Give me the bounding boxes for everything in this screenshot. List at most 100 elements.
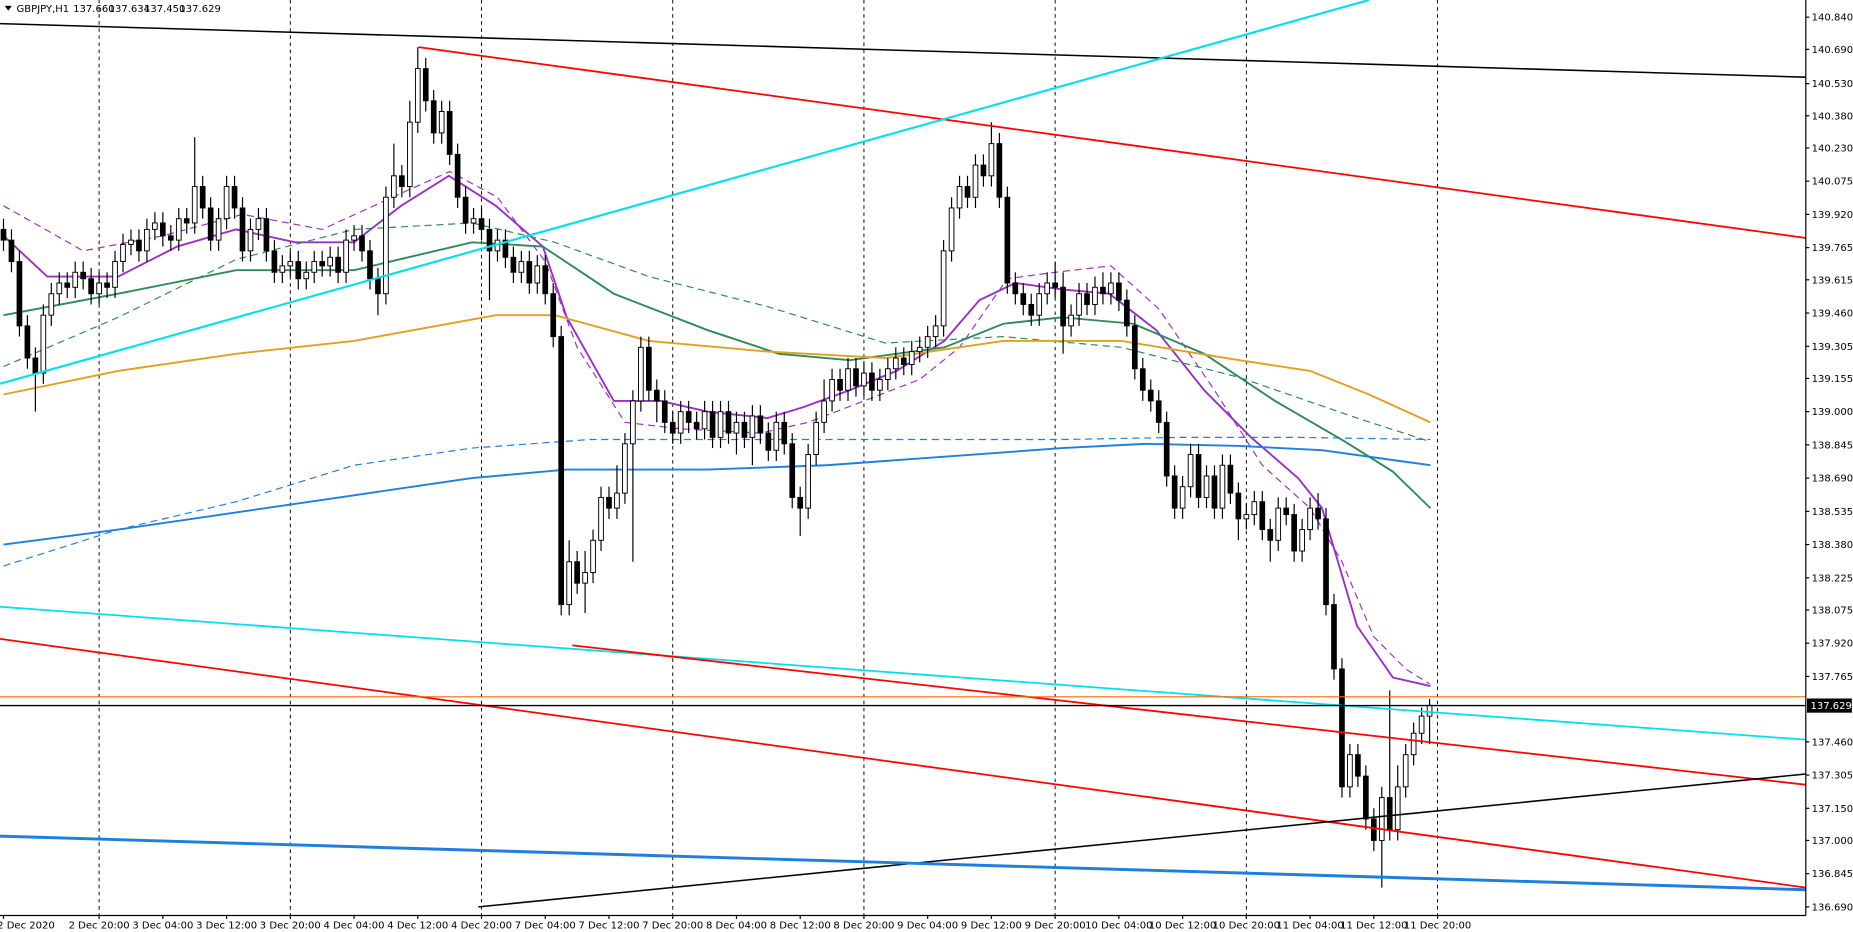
x-tick-label: 9 Dec 04:00 xyxy=(897,920,958,931)
candle-body xyxy=(1068,314,1074,327)
candle-body xyxy=(343,239,349,273)
x-tick-label: 3 Dec 04:00 xyxy=(132,920,193,931)
candle-body xyxy=(40,314,47,374)
candle-body xyxy=(112,261,118,288)
candle-body xyxy=(1363,775,1369,820)
candle-body xyxy=(717,411,724,438)
y-tick-label: 137.305 xyxy=(1812,771,1853,782)
candle-body xyxy=(422,68,429,102)
moving-average xyxy=(2,174,1431,688)
y-tick-label: 140.075 xyxy=(1812,177,1853,188)
candle-body xyxy=(175,218,182,241)
candle-body xyxy=(32,357,39,374)
candle-body xyxy=(765,432,772,451)
candle-body xyxy=(1020,293,1027,305)
candle-body xyxy=(1426,704,1433,717)
candle-body xyxy=(781,421,788,445)
candle-body xyxy=(96,282,102,295)
candle-body xyxy=(1187,454,1194,488)
y-tick-label: 137.460 xyxy=(1812,737,1853,748)
candle-body xyxy=(789,443,796,498)
candle-body xyxy=(861,372,867,387)
candle-body xyxy=(255,218,262,230)
candle-body xyxy=(869,372,875,391)
x-tick-label: 4 Dec 20:00 xyxy=(451,920,512,931)
candle-body xyxy=(64,282,71,288)
candle-body xyxy=(167,235,174,241)
y-tick-label: 137.920 xyxy=(1812,639,1853,650)
candle-body xyxy=(1410,732,1417,756)
x-tick-label: 11 Dec 12:00 xyxy=(1340,920,1407,931)
candle-body xyxy=(414,68,421,123)
candle-body xyxy=(1139,368,1146,391)
candle-body xyxy=(1243,514,1250,520)
x-tick-label: 7 Dec 04:00 xyxy=(515,920,576,931)
candle-body xyxy=(128,239,134,245)
candle-body xyxy=(430,100,437,134)
candle-body xyxy=(669,421,676,434)
candle-body xyxy=(223,186,230,220)
y-tick-label: 139.615 xyxy=(1812,275,1853,286)
y-tick-label: 140.230 xyxy=(1812,143,1853,154)
candle-body xyxy=(446,111,453,155)
candle-body xyxy=(1219,464,1226,509)
candle-body xyxy=(1355,754,1361,777)
x-tick-label: 4 Dec 04:00 xyxy=(324,920,385,931)
candle-body xyxy=(88,278,94,295)
candle-body xyxy=(1108,282,1114,295)
y-tick-label: 138.075 xyxy=(1812,606,1853,617)
y-tick-label: 138.535 xyxy=(1812,507,1853,518)
candle-body xyxy=(845,368,851,391)
y-tick-label: 139.155 xyxy=(1812,374,1853,385)
candle-body xyxy=(877,379,883,391)
menu-arrow[interactable] xyxy=(4,5,12,11)
candle-body xyxy=(773,421,780,451)
candle-body xyxy=(558,336,565,606)
y-tick-label: 138.380 xyxy=(1812,540,1853,551)
candle-body xyxy=(16,261,23,327)
candle-body xyxy=(191,186,198,224)
candle-body xyxy=(622,443,628,494)
candle-body xyxy=(1291,514,1297,552)
x-tick-label: 3 Dec 20:00 xyxy=(260,920,321,931)
ohlc-value: 137.450 xyxy=(144,4,185,15)
x-tick-label: 2 Dec 2020 xyxy=(0,920,55,931)
candle-body xyxy=(335,256,341,273)
trendline xyxy=(0,605,1806,741)
candle-body xyxy=(837,379,843,391)
candle-body xyxy=(972,164,979,198)
plot-area xyxy=(0,0,1806,916)
candle-body xyxy=(136,239,142,252)
candle-body xyxy=(964,186,971,198)
candle-body xyxy=(383,196,389,295)
candle-body xyxy=(1044,282,1051,295)
trendline xyxy=(478,773,1806,908)
ohlc-value: 137.660 xyxy=(73,4,114,15)
candle-body xyxy=(1267,529,1274,541)
candle-body xyxy=(1195,454,1202,498)
y-tick-label: 137.150 xyxy=(1812,804,1853,815)
candle-body xyxy=(709,411,716,438)
candle-body xyxy=(1370,818,1377,841)
trendline xyxy=(0,0,1370,385)
y-tick-label: 140.530 xyxy=(1812,79,1853,90)
y-tick-label: 139.460 xyxy=(1812,309,1853,320)
candle-body xyxy=(367,250,373,280)
candle-body xyxy=(247,228,254,252)
candle-body xyxy=(813,421,819,455)
candle-body xyxy=(574,561,580,584)
candle-body xyxy=(510,256,517,273)
candle-body xyxy=(486,228,493,252)
x-tick-label: 7 Dec 20:00 xyxy=(642,920,703,931)
moving-average xyxy=(3,222,1431,443)
y-tick-label: 139.305 xyxy=(1812,342,1853,353)
x-tick-label: 4 Dec 12:00 xyxy=(387,920,448,931)
x-tick-label: 8 Dec 12:00 xyxy=(770,920,831,931)
candle-body xyxy=(319,261,326,267)
candle-body xyxy=(1116,282,1122,301)
candle-body xyxy=(542,265,549,295)
candle-body xyxy=(534,265,541,284)
candle-body xyxy=(733,421,740,434)
